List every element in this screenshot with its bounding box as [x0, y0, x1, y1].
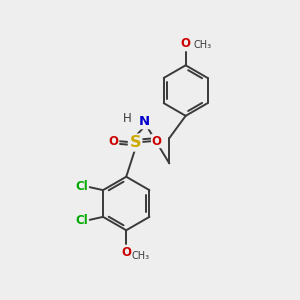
Text: O: O: [152, 135, 161, 148]
Text: O: O: [181, 37, 191, 50]
Text: CH₃: CH₃: [132, 251, 150, 261]
Text: H: H: [123, 112, 132, 125]
Text: Cl: Cl: [75, 180, 88, 193]
Text: O: O: [109, 135, 119, 148]
Text: O: O: [121, 246, 131, 259]
Text: S: S: [129, 135, 141, 150]
Text: N: N: [139, 115, 150, 128]
Text: CH₃: CH₃: [194, 40, 212, 50]
Text: Cl: Cl: [75, 214, 88, 227]
